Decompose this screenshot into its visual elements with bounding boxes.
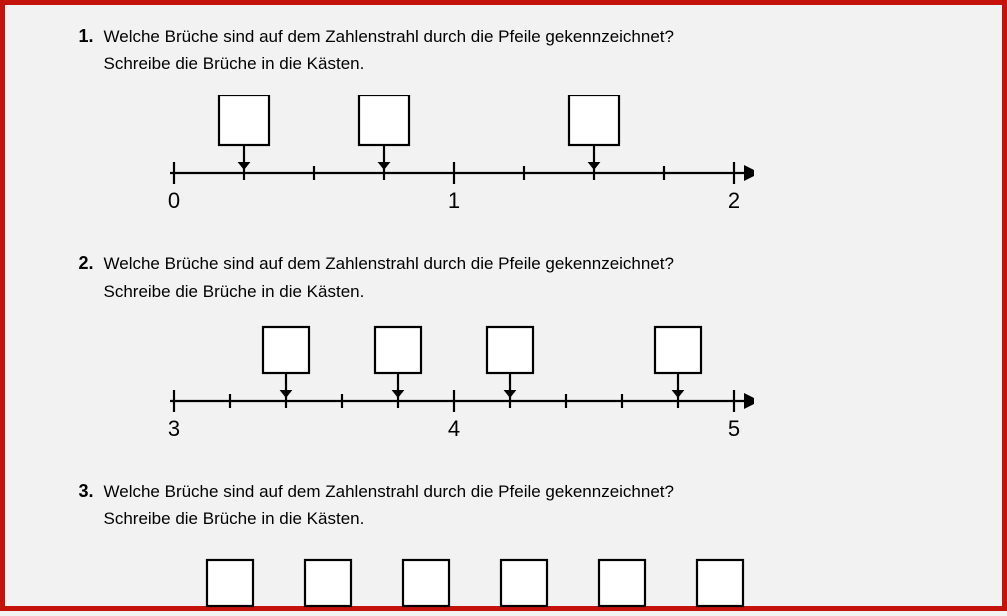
problem: 3.Welche Brüche sind auf dem Zahlenstrah… [64,478,944,616]
problem-text-line: Welche Brüche sind auf dem Zahlenstrahl … [104,23,944,50]
svg-text:5: 5 [727,416,739,438]
problem-text-line: Schreibe die Brüche in die Kästen. [104,505,944,532]
problem-text-line: Welche Brüche sind auf dem Zahlenstrahl … [104,478,944,505]
problem: 2.Welche Brüche sind auf dem Zahlenstrah… [64,250,944,443]
problem-text-line: Schreibe die Brüche in die Kästen. [104,278,944,305]
svg-text:4: 4 [447,416,459,438]
problem-number: 3. [64,478,104,505]
number-line: 0 1 2 [134,95,944,210]
problem-body: Welche Brüche sind auf dem Zahlenstrahl … [104,250,944,443]
problem: 1.Welche Brüche sind auf dem Zahlenstrah… [64,23,944,216]
problem-number: 2. [64,250,104,277]
problem-body: Welche Brüche sind auf dem Zahlenstrahl … [104,478,944,616]
number-line [134,550,944,610]
problem-text-line: Welche Brüche sind auf dem Zahlenstrahl … [104,250,944,277]
problem-text-line: Schreibe die Brüche in die Kästen. [104,50,944,77]
worksheet-page: 1.Welche Brüche sind auf dem Zahlenstrah… [64,23,944,616]
svg-text:0: 0 [167,188,179,210]
svg-text:3: 3 [167,416,179,438]
number-line: 3 4 5 [134,323,944,438]
worksheet-frame: 1.Welche Brüche sind auf dem Zahlenstrah… [0,0,1007,611]
svg-text:1: 1 [447,188,459,210]
svg-text:2: 2 [727,188,739,210]
problem-number: 1. [64,23,104,50]
problem-body: Welche Brüche sind auf dem Zahlenstrahl … [104,23,944,216]
